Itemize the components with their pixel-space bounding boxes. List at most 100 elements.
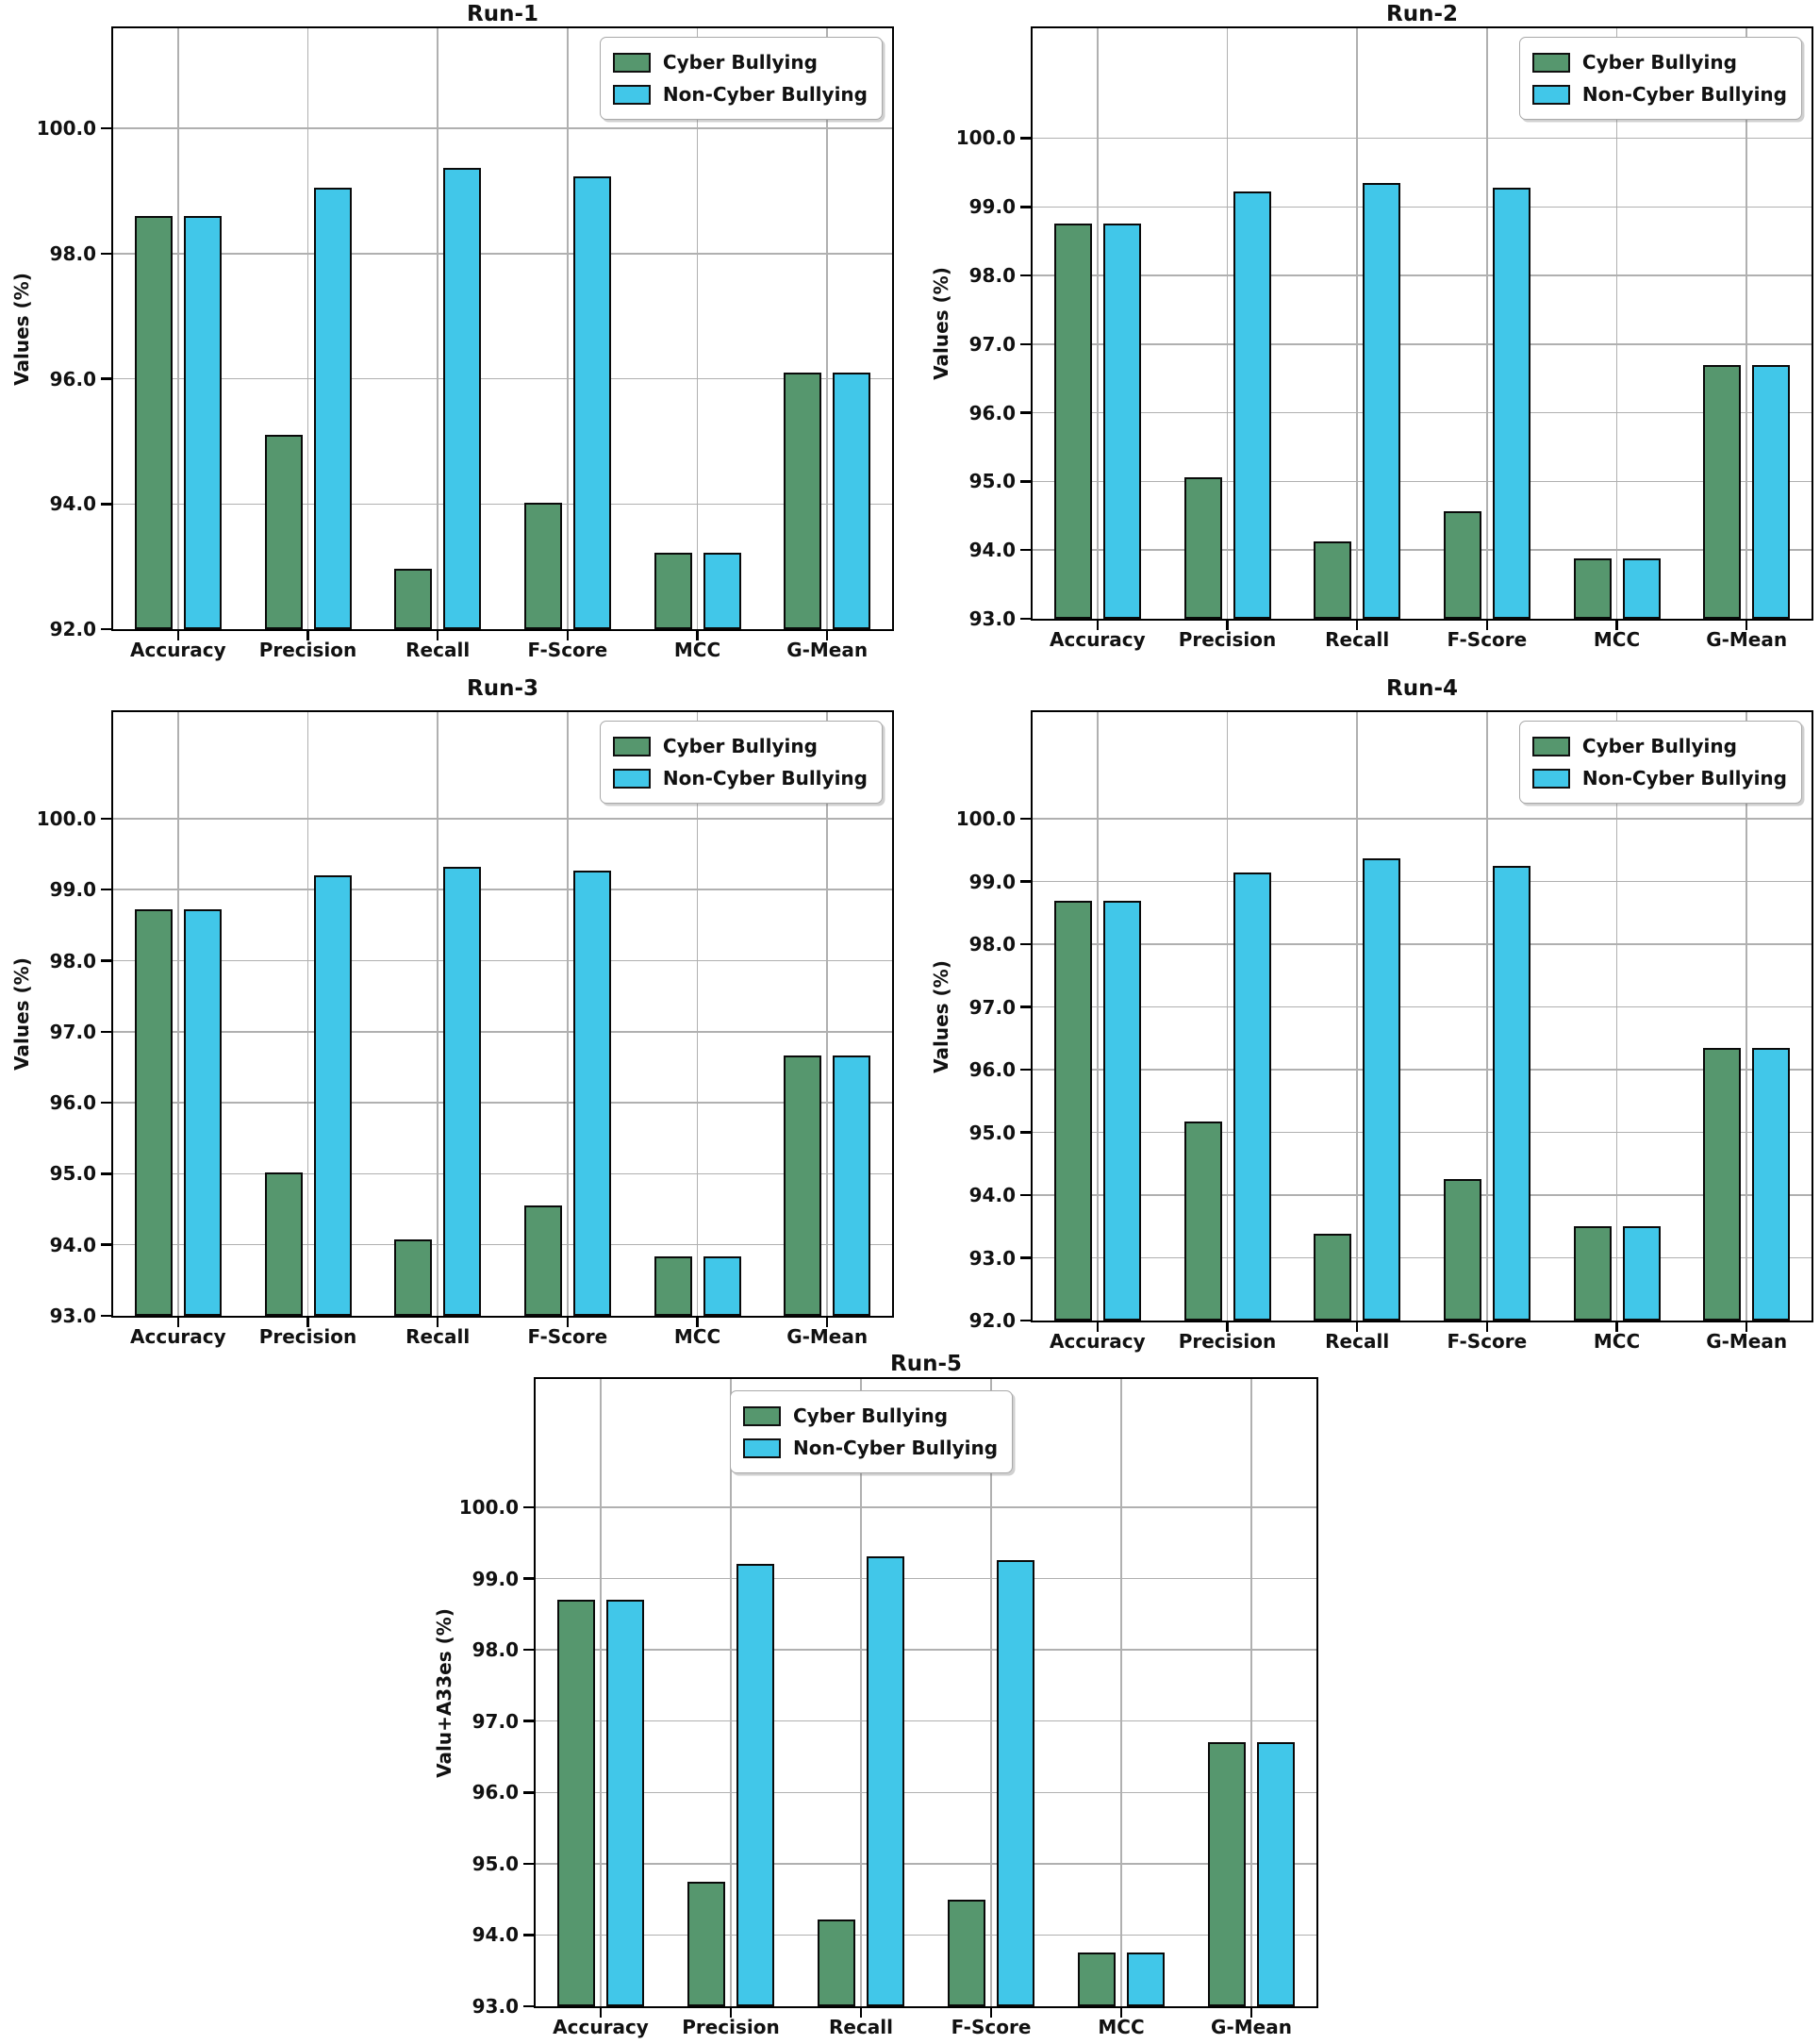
y-gridline	[113, 377, 892, 380]
plot-area: Cyber Bullying Non-Cyber Bullying 93.0 94…	[956, 26, 1813, 651]
x-tick-mark	[825, 631, 829, 640]
x-gridline	[306, 712, 309, 1316]
x-gridline	[826, 28, 828, 629]
x-gridline	[730, 1379, 732, 2006]
y-gridline	[536, 1577, 1316, 1580]
legend-item: Cyber Bullying	[743, 1400, 998, 1432]
x-category-label: F-Score	[1447, 628, 1528, 651]
x-gridline	[1356, 28, 1358, 619]
bar-non-cyber-bullying	[313, 875, 352, 1316]
legend-item: Non-Cyber Bullying	[1531, 78, 1787, 110]
bar-cyber-bullying	[1053, 224, 1092, 619]
y-tick-label: 94.0	[968, 1184, 1016, 1206]
y-gridline	[1033, 1005, 1812, 1008]
x-tick-mark	[1355, 621, 1359, 630]
x-tick-mark	[696, 631, 699, 640]
x-tick-mark	[566, 631, 570, 640]
x-tick-mark	[729, 2008, 733, 2018]
y-tick-label: 95.0	[968, 470, 1016, 493]
bar-non-cyber-bullying	[833, 1055, 871, 1316]
y-tick-label: 100.0	[36, 117, 96, 141]
x-category-label: Recall	[405, 1325, 471, 1348]
x-gridline	[1746, 712, 1747, 1321]
bar-cyber-bullying	[1183, 477, 1222, 619]
x-gridline	[1097, 28, 1099, 619]
x-tick-mark	[696, 1318, 699, 1327]
y-tick-mark	[1020, 817, 1031, 821]
x-category-label: Accuracy	[130, 1325, 226, 1348]
bar-cyber-bullying	[1314, 1233, 1352, 1321]
bar-non-cyber-bullying	[997, 1559, 1034, 2006]
x-tick-mark	[1096, 1322, 1100, 1332]
x-category-label: G-Mean	[786, 639, 869, 661]
x-tick-mark	[1096, 621, 1100, 630]
y-gridline	[1033, 411, 1812, 414]
bar-non-cyber-bullying	[183, 908, 222, 1316]
bar-non-cyber-bullying	[606, 1599, 644, 2006]
y-tick-label: 97.0	[968, 995, 1016, 1019]
y-tick-mark	[523, 1720, 534, 1722]
x-category-label: F-Score	[1447, 1330, 1528, 1353]
x-tick-mark	[176, 1318, 180, 1327]
bar-cyber-bullying	[1314, 541, 1352, 619]
x-category-label: Accuracy	[553, 2016, 649, 2038]
y-tick-label: 95.0	[968, 1121, 1016, 1144]
x-category-label: G-Mean	[1706, 628, 1788, 651]
y-gridline	[536, 1863, 1316, 1865]
y-tick-mark	[1020, 1068, 1031, 1072]
x-category-label: MCC	[1593, 1330, 1641, 1353]
x-gridline	[990, 1379, 992, 2006]
chart-title: Run-3	[466, 676, 538, 701]
y-tick-mark	[101, 252, 111, 256]
y-gridline	[1033, 1069, 1812, 1071]
bar-cyber-bullying	[1443, 511, 1481, 619]
chart-title: Run-4	[1385, 676, 1458, 701]
x-category-label: Precision	[258, 639, 357, 661]
legend-item: Non-Cyber Bullying	[612, 78, 868, 110]
y-tick-mark	[1020, 942, 1031, 946]
y-axis-label: Valu+A33es (%)	[433, 1607, 455, 1778]
chart-run-3: Run-3 Values (%) Cyber Bullying Non-Cybe…	[0, 656, 910, 1349]
y-gridline	[113, 503, 892, 506]
x-category-label: MCC	[673, 1325, 721, 1348]
y-tick-label: 98.0	[49, 949, 96, 972]
y-axis-label: Values (%)	[10, 957, 33, 1071]
x-category-label: G-Mean	[1706, 1330, 1788, 1353]
y-gridline	[113, 127, 892, 129]
y-tick-label: 92.0	[49, 618, 96, 640]
bar-cyber-bullying	[1573, 1226, 1612, 1321]
x-category-label: F-Score	[527, 639, 608, 661]
y-tick-mark	[101, 503, 111, 506]
bar-cyber-bullying	[654, 553, 692, 629]
y-tick-label: 98.0	[968, 933, 1016, 956]
y-tick-mark	[1020, 617, 1031, 621]
non-cyber-bullying-swatch	[612, 768, 651, 789]
legend: Cyber Bullying Non-Cyber Bullying	[599, 721, 883, 804]
x-tick-mark	[989, 2008, 993, 2018]
bar-cyber-bullying	[394, 569, 433, 629]
y-tick-label: 99.0	[968, 870, 1016, 893]
x-category-label: F-Score	[527, 1325, 608, 1348]
y-tick-mark	[1020, 274, 1031, 277]
y-tick-label: 95.0	[49, 1162, 96, 1186]
bar-non-cyber-bullying	[443, 867, 482, 1316]
y-gridline	[536, 1791, 1316, 1794]
bar-cyber-bullying	[654, 1255, 692, 1316]
x-category-label: MCC	[673, 639, 721, 661]
bar-cyber-bullying	[523, 502, 562, 629]
bar-cyber-bullying	[948, 1900, 985, 2006]
cyber-bullying-swatch	[1531, 736, 1570, 756]
y-tick-label: 92.0	[968, 1309, 1016, 1332]
y-tick-label: 99.0	[49, 878, 96, 902]
bar-non-cyber-bullying	[1233, 872, 1271, 1321]
y-tick-mark	[523, 1505, 534, 1509]
non-cyber-bullying-swatch	[743, 1437, 781, 1458]
x-gridline	[437, 28, 438, 629]
bar-non-cyber-bullying	[736, 1563, 774, 2006]
y-tick-label: 100.0	[36, 806, 96, 830]
x-category-label: Recall	[1325, 1330, 1390, 1353]
legend: Cyber Bullying Non-Cyber Bullying	[599, 37, 883, 120]
cyber-bullying-swatch	[612, 52, 651, 73]
x-tick-mark	[1485, 1322, 1489, 1332]
legend-label: Non-Cyber Bullying	[1581, 83, 1787, 106]
